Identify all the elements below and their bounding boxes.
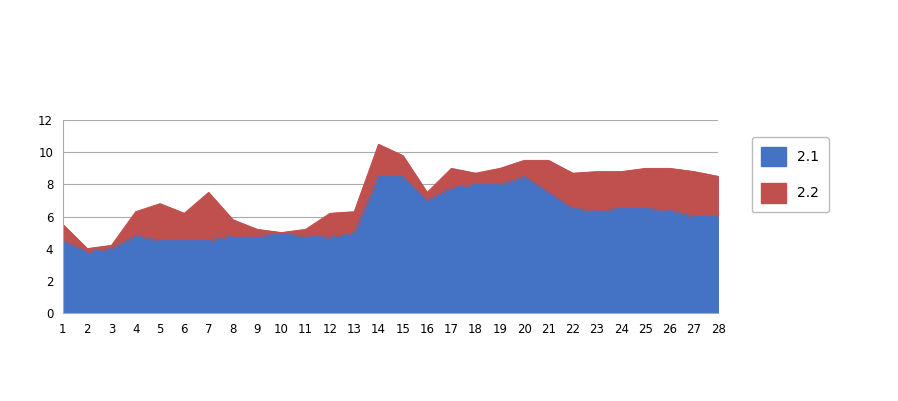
Legend: 2.1, 2.2: 2.1, 2.2 xyxy=(752,137,829,212)
